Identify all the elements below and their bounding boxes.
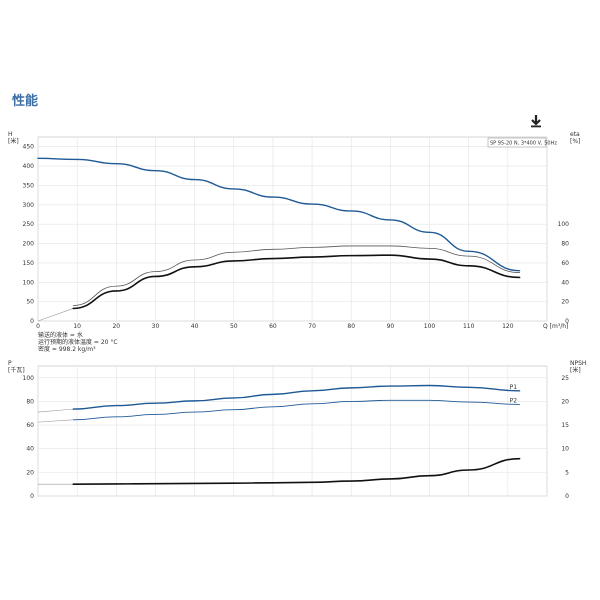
right-tick-label: 20 (561, 299, 569, 306)
x-tick-label: 40 (191, 323, 199, 330)
x-tick-label: 110 (463, 323, 475, 330)
right-tick-label: 5 (565, 469, 569, 476)
chart-note: 密度 = 998.2 kg/m³ (38, 345, 96, 353)
left-tick-label: 250 (23, 221, 35, 228)
left-tick-label: 150 (23, 260, 35, 267)
series-line (72, 254, 521, 310)
extension-line (37, 308, 74, 322)
plot-frame (37, 365, 548, 497)
left-tick-label: 450 (23, 144, 35, 151)
chart-note: 运行预期的液体温度 = 20 °C (38, 338, 118, 346)
series-line (72, 245, 520, 306)
right-tick-label: 40 (561, 279, 569, 286)
chart-note: 输送的液体 = 水 (38, 331, 83, 339)
left-axis-unit: [米] (8, 137, 19, 145)
right-tick-label: 20 (561, 398, 569, 405)
left-tick-label: 100 (23, 279, 35, 286)
extension-line (37, 419, 74, 423)
extension-line (37, 408, 74, 413)
right-tick-label: 10 (561, 446, 569, 453)
right-axis-unit: [%] (570, 138, 580, 145)
left-tick-label: 0 (30, 318, 34, 325)
left-tick-label: 300 (23, 202, 35, 209)
right-tick-label: 25 (561, 375, 569, 382)
legend-box (487, 137, 547, 148)
x-tick-label: 90 (387, 323, 395, 330)
legend-label: SP 95-20 N, 3*400 V, 50Hz (490, 141, 557, 147)
x-tick-label: 20 (112, 323, 120, 330)
left-tick-label: 80 (26, 398, 34, 405)
right-tick-label: 15 (561, 422, 569, 429)
left-tick-label: 40 (26, 446, 34, 453)
right-tick-label: 0 (565, 318, 569, 325)
right-axis-label: eta (570, 131, 580, 138)
left-tick-label: 100 (23, 375, 35, 382)
x-tick-label: 100 (424, 323, 436, 330)
series-label: P1 (510, 384, 518, 391)
x-tick-label: 60 (269, 323, 277, 330)
x-axis-unit: Q [m³/h] (543, 323, 568, 330)
left-axis-unit: [千瓦] (8, 366, 25, 374)
left-tick-label: 20 (26, 469, 34, 476)
plot-frame (37, 136, 548, 322)
series-line (37, 157, 521, 272)
download-icon[interactable] (528, 113, 544, 129)
x-tick-label: 80 (347, 323, 355, 330)
x-tick-label: 10 (73, 323, 81, 330)
page-title: 性能 (12, 93, 39, 108)
series-line (72, 384, 521, 410)
left-tick-label: 50 (26, 299, 34, 306)
right-tick-label: 100 (558, 221, 570, 228)
left-axis-label: H (8, 131, 13, 138)
x-tick-label: 0 (36, 323, 40, 330)
series-line (72, 399, 521, 421)
x-tick-label: 30 (152, 323, 160, 330)
left-tick-label: 60 (26, 422, 34, 429)
right-axis-label: NPSH (570, 360, 586, 367)
series-line (72, 457, 521, 485)
left-tick-label: 400 (23, 163, 35, 170)
right-tick-label: 60 (561, 260, 569, 267)
x-tick-label: 70 (308, 323, 316, 330)
left-tick-label: 0 (30, 493, 34, 500)
left-tick-label: 350 (23, 182, 35, 189)
right-tick-label: 0 (565, 493, 569, 500)
series-label: P2 (510, 397, 518, 404)
left-tick-label: 200 (23, 241, 35, 248)
x-tick-label: 50 (230, 323, 238, 330)
x-tick-label: 120 (502, 323, 514, 330)
right-axis-unit: [米] (570, 366, 581, 374)
left-axis-label: P (8, 360, 12, 367)
right-tick-label: 80 (561, 241, 569, 248)
